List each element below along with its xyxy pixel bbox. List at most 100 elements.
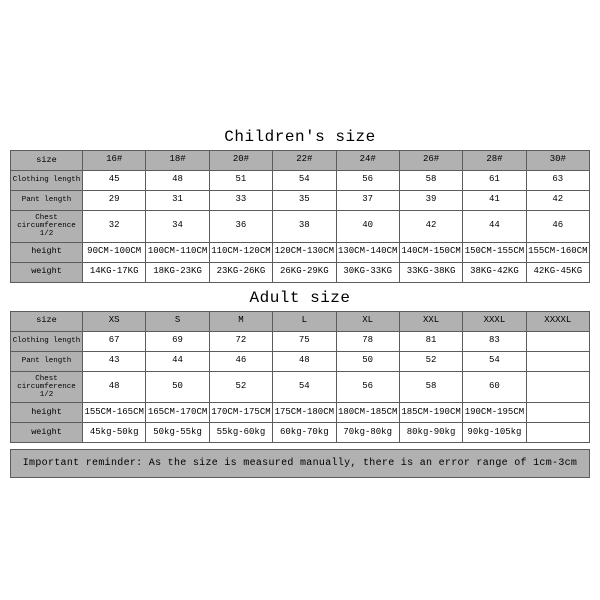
cell: 140CM-150CM bbox=[399, 242, 462, 262]
cell: 54 bbox=[273, 170, 336, 190]
cell bbox=[526, 403, 589, 423]
cell: 40 bbox=[336, 210, 399, 242]
table-row: weight 45kg-50kg 50kg-55kg 55kg-60kg 60k… bbox=[11, 423, 590, 443]
cell: 28# bbox=[463, 150, 526, 170]
cell: 20# bbox=[209, 150, 272, 170]
table-row: size 16# 18# 20# 22# 24# 26# 28# 30# bbox=[11, 150, 590, 170]
row-label-height: height bbox=[11, 242, 83, 262]
adult-size-table: size XS S M L XL XXL XXXL XXXXL Clothing… bbox=[10, 311, 590, 444]
cell: 52 bbox=[209, 371, 272, 403]
cell: 170CM-175CM bbox=[209, 403, 272, 423]
cell: 175CM-180CM bbox=[273, 403, 336, 423]
row-label-chest: Chest circumference 1/2 bbox=[11, 210, 83, 242]
cell: 35 bbox=[273, 190, 336, 210]
cell: 120CM-130CM bbox=[273, 242, 336, 262]
table-row: Chest circumference 1/2 48 50 52 54 56 5… bbox=[11, 371, 590, 403]
cell: 190CM-195CM bbox=[463, 403, 526, 423]
table-row: Pant length 29 31 33 35 37 39 41 42 bbox=[11, 190, 590, 210]
cell: 33 bbox=[209, 190, 272, 210]
cell: 26KG-29KG bbox=[273, 262, 336, 282]
cell: 72 bbox=[209, 331, 272, 351]
row-label-clothing-length: Clothing length bbox=[11, 331, 83, 351]
cell: XXL bbox=[399, 311, 462, 331]
cell: 80kg-90kg bbox=[399, 423, 462, 443]
cell: 33KG-38KG bbox=[399, 262, 462, 282]
cell: 34 bbox=[146, 210, 209, 242]
cell: 32 bbox=[83, 210, 146, 242]
cell: 14KG-17KG bbox=[83, 262, 146, 282]
table-row: Clothing length 45 48 51 54 56 58 61 63 bbox=[11, 170, 590, 190]
cell: 83 bbox=[463, 331, 526, 351]
cell: 155CM-165CM bbox=[83, 403, 146, 423]
row-label-size: size bbox=[11, 150, 83, 170]
cell: XL bbox=[336, 311, 399, 331]
table-row: Chest circumference 1/2 32 34 36 38 40 4… bbox=[11, 210, 590, 242]
cell: 31 bbox=[146, 190, 209, 210]
cell: M bbox=[209, 311, 272, 331]
cell: 18# bbox=[146, 150, 209, 170]
row-label-weight: weight bbox=[11, 423, 83, 443]
cell: 51 bbox=[209, 170, 272, 190]
cell: 39 bbox=[399, 190, 462, 210]
cell: 48 bbox=[273, 351, 336, 371]
row-label-clothing-length: Clothing length bbox=[11, 170, 83, 190]
cell: XXXL bbox=[463, 311, 526, 331]
cell: 16# bbox=[83, 150, 146, 170]
cell: XS bbox=[83, 311, 146, 331]
cell: 22# bbox=[273, 150, 336, 170]
row-label-weight: weight bbox=[11, 262, 83, 282]
cell: 81 bbox=[399, 331, 462, 351]
cell: 60kg-70kg bbox=[273, 423, 336, 443]
cell: 50kg-55kg bbox=[146, 423, 209, 443]
cell bbox=[526, 351, 589, 371]
cell: 44 bbox=[463, 210, 526, 242]
cell: 55kg-60kg bbox=[209, 423, 272, 443]
cell: 50 bbox=[336, 351, 399, 371]
cell: 155CM-160CM bbox=[526, 242, 589, 262]
cell: 110CM-120CM bbox=[209, 242, 272, 262]
table-row: height 155CM-165CM 165CM-170CM 170CM-175… bbox=[11, 403, 590, 423]
cell: 60 bbox=[463, 371, 526, 403]
table-row: height 90CM-100CM 100CM-110CM 110CM-120C… bbox=[11, 242, 590, 262]
cell: 30# bbox=[526, 150, 589, 170]
children-title: Children's size bbox=[10, 122, 590, 150]
cell: 30KG-33KG bbox=[336, 262, 399, 282]
cell: 185CM-190CM bbox=[399, 403, 462, 423]
cell: 52 bbox=[399, 351, 462, 371]
row-label-size: size bbox=[11, 311, 83, 331]
cell: 56 bbox=[336, 170, 399, 190]
cell: 44 bbox=[146, 351, 209, 371]
cell: 38 bbox=[273, 210, 336, 242]
cell: 45kg-50kg bbox=[83, 423, 146, 443]
cell: 38KG-42KG bbox=[463, 262, 526, 282]
cell: 90kg-105kg bbox=[463, 423, 526, 443]
row-label-pant-length: Pant length bbox=[11, 190, 83, 210]
cell: 67 bbox=[83, 331, 146, 351]
cell: 75 bbox=[273, 331, 336, 351]
cell: 54 bbox=[273, 371, 336, 403]
row-label-pant-length: Pant length bbox=[11, 351, 83, 371]
cell: 78 bbox=[336, 331, 399, 351]
cell: 42 bbox=[399, 210, 462, 242]
cell: 50 bbox=[146, 371, 209, 403]
cell: 54 bbox=[463, 351, 526, 371]
cell: 42KG-45KG bbox=[526, 262, 589, 282]
cell: 90CM-100CM bbox=[83, 242, 146, 262]
table-row: Clothing length 67 69 72 75 78 81 83 bbox=[11, 331, 590, 351]
table-row: size XS S M L XL XXL XXXL XXXXL bbox=[11, 311, 590, 331]
table-row: Pant length 43 44 46 48 50 52 54 bbox=[11, 351, 590, 371]
cell: 41 bbox=[463, 190, 526, 210]
cell: 48 bbox=[146, 170, 209, 190]
cell bbox=[526, 331, 589, 351]
cell: 36 bbox=[209, 210, 272, 242]
cell: 26# bbox=[399, 150, 462, 170]
row-label-height: height bbox=[11, 403, 83, 423]
cell: 58 bbox=[399, 170, 462, 190]
cell: 45 bbox=[83, 170, 146, 190]
cell: 150CM-155CM bbox=[463, 242, 526, 262]
cell bbox=[526, 371, 589, 403]
cell: 63 bbox=[526, 170, 589, 190]
cell: S bbox=[146, 311, 209, 331]
cell bbox=[526, 423, 589, 443]
cell: 43 bbox=[83, 351, 146, 371]
